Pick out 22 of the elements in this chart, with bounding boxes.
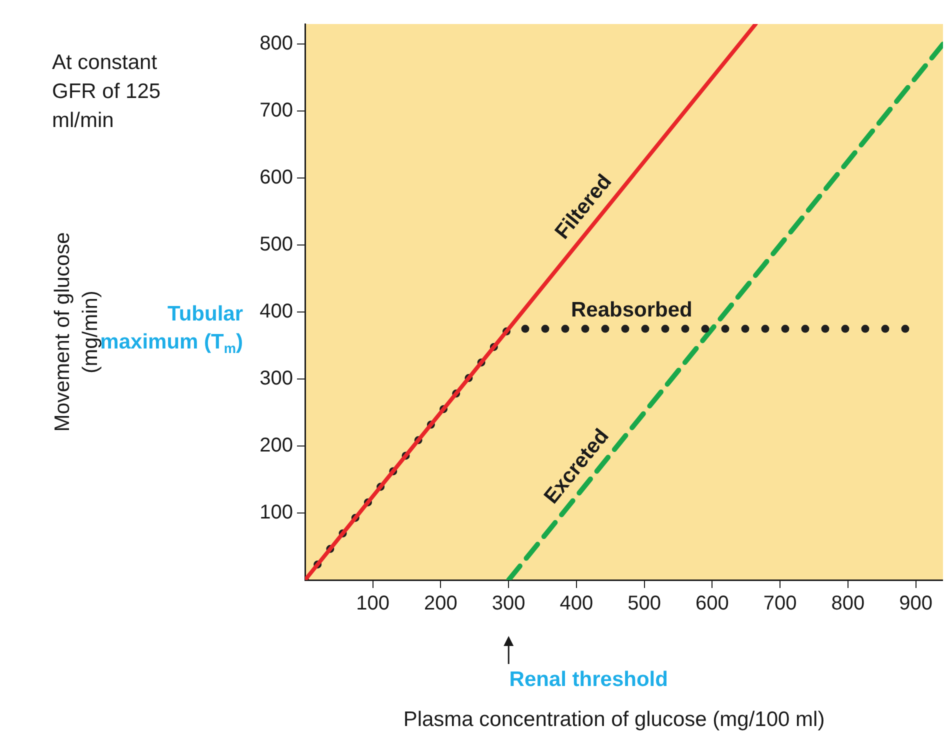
y-tick-label: 400 <box>260 300 293 323</box>
x-tick-label: 600 <box>696 592 729 615</box>
y-tick-label: 100 <box>260 502 293 524</box>
y-tick-label: 600 <box>260 166 293 189</box>
x-tick-label: 500 <box>628 592 662 615</box>
series-label: Reabsorbed <box>571 298 692 322</box>
x-tick-label: 100 <box>356 592 390 615</box>
x-tick-label: 300 <box>492 592 526 615</box>
text: At constant GFR of 125 ml/min <box>52 50 161 132</box>
x-tick-label: 200 <box>424 592 458 615</box>
x-tick-label: 700 <box>763 592 797 615</box>
y-tick-label: 800 <box>260 32 293 55</box>
y-tick-label: 500 <box>260 234 293 256</box>
text: Renal threshold <box>509 668 668 691</box>
y-tick-label: 700 <box>260 100 293 122</box>
y-tick-label: 200 <box>260 434 293 457</box>
y-tick-label: 300 <box>260 368 293 390</box>
x-tick-label: 900 <box>899 592 933 615</box>
x-tick-label: 800 <box>831 592 865 615</box>
text: Movement of glucose (mg/min) <box>50 232 102 432</box>
x-tick-label: 400 <box>560 592 594 615</box>
x-axis-title: Plasma concentration of glucose (mg/100 ml) <box>403 708 825 731</box>
